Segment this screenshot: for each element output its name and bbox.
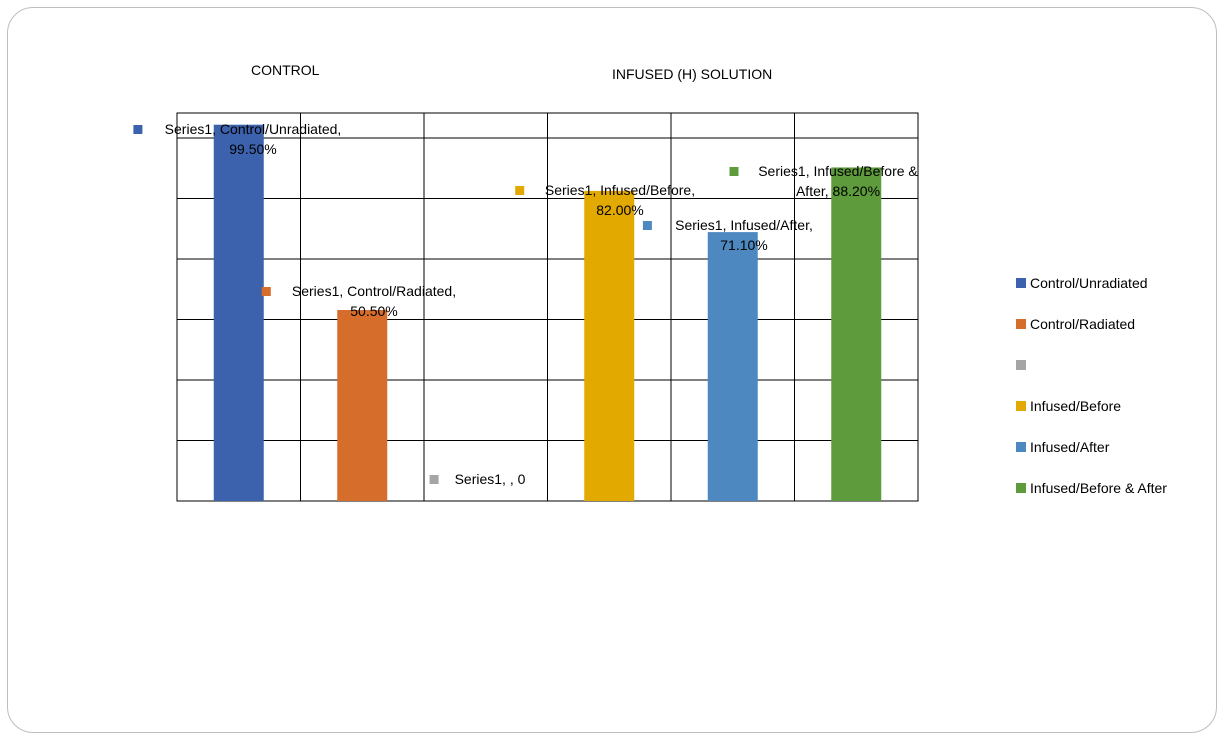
- data-labels: Series1, Control/Unradiated,99.50%Series…: [133, 121, 918, 487]
- data-label-text: 82.00%: [596, 202, 643, 218]
- data-label: Series1, Control/Radiated, 50.50%: [261, 283, 456, 319]
- legend-item: [1016, 344, 1167, 385]
- legend-swatch: [1016, 318, 1026, 329]
- data-label: Series1, Infused/After, 71.10%: [642, 217, 813, 253]
- bars: [213, 124, 882, 502]
- data-label-text: Series1, Control/Unradiated,: [165, 121, 342, 137]
- bar: [584, 190, 635, 501]
- legend-label: Control/Unradiated: [1030, 274, 1148, 291]
- legend-item: Control/Unradiated: [1016, 262, 1167, 303]
- grid-lines: [176, 112, 919, 502]
- data-label: Series1, Infused/Before & After, 88.20%: [729, 163, 918, 199]
- legend-label: Infused/Before: [1030, 397, 1122, 414]
- data-label-swatch: [133, 125, 143, 134]
- legend-swatch: [1016, 441, 1026, 452]
- bar: [213, 124, 264, 501]
- data-label: Series1, Control/Unradiated, 99.50%: [133, 121, 341, 157]
- legend-swatch: [1016, 400, 1026, 411]
- data-label-text: Series1, Infused/After,: [675, 217, 813, 233]
- legend-item: Infused/After: [1016, 426, 1167, 467]
- data-label-text: After, 88.20%: [796, 183, 880, 199]
- data-label-text: Series1, Control/Radiated,: [292, 283, 456, 299]
- data-label-text: Series1, Infused/Before,: [545, 182, 695, 198]
- legend-label: Infused/After: [1030, 438, 1110, 455]
- data-label-swatch: [261, 287, 271, 296]
- legend-swatch: [1016, 482, 1026, 493]
- bar: [831, 167, 882, 501]
- data-label-text: Series1, , 0: [455, 471, 526, 487]
- data-label: Series1, , 0: [429, 471, 526, 487]
- data-label-text: 71.10%: [720, 237, 767, 253]
- legend-swatch: [1016, 277, 1026, 288]
- data-label-swatch: [515, 186, 525, 195]
- data-label: Series1, Infused/Before, 82.00%: [515, 182, 695, 218]
- legend: Control/Unradiated Control/Radiated Infuse…: [1016, 262, 1167, 508]
- data-label-text: 50.50%: [350, 303, 397, 319]
- bar: [707, 232, 758, 502]
- bar: [337, 310, 388, 501]
- data-label-swatch: [642, 221, 652, 230]
- legend-label: Control/Radiated: [1030, 315, 1136, 332]
- group-title-control: CONTROL: [251, 62, 320, 78]
- group-title-infused: INFUSED (H) SOLUTION: [612, 66, 773, 82]
- legend-item: Infused/Before: [1016, 385, 1167, 426]
- legend-item: Control/Radiated: [1016, 303, 1167, 344]
- data-label-text: Series1, Infused/Before &: [758, 163, 918, 179]
- legend-swatch: [1016, 359, 1026, 370]
- legend-label: Infused/Before & After: [1030, 479, 1167, 496]
- data-label-swatch: [729, 167, 739, 176]
- data-label-text: 99.50%: [229, 141, 276, 157]
- legend-item: Infused/Before & After: [1016, 467, 1167, 508]
- data-label-swatch: [429, 475, 439, 484]
